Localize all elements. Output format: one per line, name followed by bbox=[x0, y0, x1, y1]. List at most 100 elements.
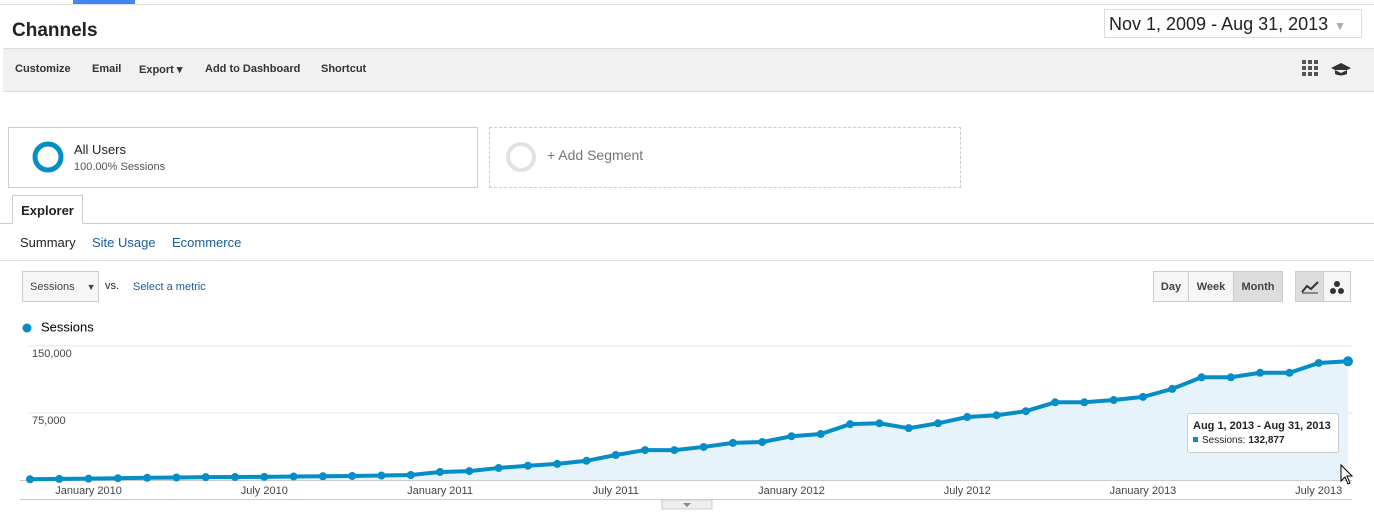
tooltip bbox=[1187, 413, 1339, 453]
vs-label: vs. bbox=[105, 280, 120, 292]
subtab[interactable]: Ecommerce bbox=[172, 235, 242, 250]
line bbox=[29, 359, 1349, 482]
point bbox=[1109, 396, 1118, 405]
tooltip-value: Sessions: 132,877 bbox=[1202, 435, 1285, 446]
segment-name: All Users bbox=[74, 142, 127, 157]
point bbox=[1256, 368, 1265, 377]
point bbox=[992, 411, 1001, 420]
point bbox=[113, 474, 122, 483]
point bbox=[1285, 368, 1294, 377]
point bbox=[1021, 407, 1030, 416]
point bbox=[699, 442, 708, 451]
x-tick-label: January 2010 bbox=[55, 485, 122, 497]
point bbox=[963, 413, 972, 422]
point bbox=[406, 470, 415, 479]
point bbox=[143, 473, 152, 482]
point bbox=[787, 432, 796, 441]
point bbox=[1197, 373, 1206, 382]
month-button[interactable]: Month bbox=[1233, 271, 1283, 302]
divider bbox=[0, 4, 1374, 5]
metric-dropdown[interactable]: Sessions ▼ bbox=[22, 271, 99, 302]
subtab[interactable]: Site Usage bbox=[92, 235, 156, 250]
toolbar bbox=[3, 48, 1374, 92]
x-tick-label: January 2011 bbox=[407, 485, 473, 497]
day-button[interactable]: Day bbox=[1153, 271, 1189, 302]
divider bbox=[0, 260, 1374, 261]
point bbox=[1226, 373, 1235, 382]
tooltip-marker bbox=[1193, 437, 1198, 442]
line-chart-button[interactable] bbox=[1295, 271, 1324, 302]
scroll-arrow bbox=[683, 503, 691, 507]
point bbox=[611, 450, 620, 459]
toolbar-item[interactable]: Export ▾ bbox=[139, 64, 183, 76]
toolbar-item-text: Export bbox=[139, 64, 174, 76]
point bbox=[436, 467, 445, 476]
tooltip-series-label: Sessions: bbox=[1202, 435, 1245, 446]
legend-label: Sessions bbox=[41, 319, 94, 334]
toolbar-item[interactable]: Add to Dashboard bbox=[205, 63, 301, 75]
point bbox=[172, 473, 181, 482]
point bbox=[1343, 356, 1353, 367]
point bbox=[1080, 398, 1089, 407]
tab-indicator bbox=[73, 0, 135, 4]
point bbox=[348, 471, 357, 480]
segment-donut bbox=[32, 141, 64, 173]
toolbar-icons[interactable] bbox=[1300, 58, 1354, 80]
scroll-handle bbox=[661, 499, 713, 510]
point bbox=[816, 429, 825, 438]
point bbox=[84, 474, 93, 483]
point bbox=[231, 473, 240, 482]
point bbox=[904, 424, 913, 433]
point bbox=[641, 446, 650, 455]
date-range[interactable]: Nov 1, 2009 - Aug 31, 2013 ▼ bbox=[1104, 9, 1362, 38]
point bbox=[55, 474, 64, 483]
tooltip-title: Aug 1, 2013 - Aug 31, 2013 bbox=[1193, 420, 1331, 432]
add-segment-card[interactable] bbox=[489, 127, 961, 188]
point bbox=[26, 475, 34, 484]
point bbox=[1168, 384, 1177, 393]
point bbox=[1314, 358, 1323, 367]
divider bbox=[0, 223, 1374, 224]
toolbar-item[interactable]: Shortcut bbox=[321, 63, 367, 75]
y-tick-label: 150,000 bbox=[32, 348, 72, 360]
point bbox=[553, 459, 562, 468]
point bbox=[582, 456, 591, 465]
area bbox=[30, 361, 1348, 480]
point bbox=[728, 438, 737, 447]
point bbox=[846, 420, 855, 429]
point bbox=[465, 467, 474, 476]
motion-chart-button[interactable] bbox=[1323, 271, 1351, 302]
select-metric[interactable]: Select a metric bbox=[133, 281, 206, 293]
point bbox=[875, 419, 884, 428]
point bbox=[494, 463, 503, 472]
x-tick-label: January 2013 bbox=[1110, 485, 1177, 497]
add-segment-donut bbox=[506, 142, 536, 172]
legend-marker bbox=[22, 323, 32, 333]
point bbox=[201, 473, 210, 482]
y-tick-label: 75,000 bbox=[32, 415, 66, 427]
x-tick-label: July 2013 bbox=[1295, 485, 1342, 497]
add-segment[interactable]: + Add Segment bbox=[547, 147, 644, 163]
x-tick-label: July 2010 bbox=[241, 485, 288, 497]
point bbox=[260, 472, 269, 481]
tooltip-number: 132,877 bbox=[1248, 435, 1285, 446]
explorer-tab[interactable]: Explorer bbox=[12, 195, 83, 224]
metric-text: Sessions bbox=[30, 280, 75, 293]
toolbar-item[interactable]: Customize bbox=[15, 63, 71, 75]
date-range-text: Nov 1, 2009 - Aug 31, 2013 bbox=[1109, 14, 1329, 34]
point bbox=[523, 461, 532, 470]
x-tick-label: July 2012 bbox=[944, 485, 991, 497]
week-button[interactable]: Week bbox=[1188, 271, 1234, 302]
segment-detail: 100.00% Sessions bbox=[74, 161, 166, 173]
toolbar-item[interactable]: Email bbox=[92, 63, 122, 75]
point bbox=[758, 438, 767, 447]
point bbox=[377, 471, 386, 480]
page-title: Channels bbox=[12, 20, 98, 41]
point bbox=[1051, 398, 1060, 407]
x-tick-label: January 2012 bbox=[758, 485, 825, 497]
point bbox=[670, 446, 679, 455]
point bbox=[289, 472, 298, 481]
segment-card[interactable] bbox=[8, 127, 478, 188]
subtab[interactable]: Summary bbox=[20, 235, 76, 250]
